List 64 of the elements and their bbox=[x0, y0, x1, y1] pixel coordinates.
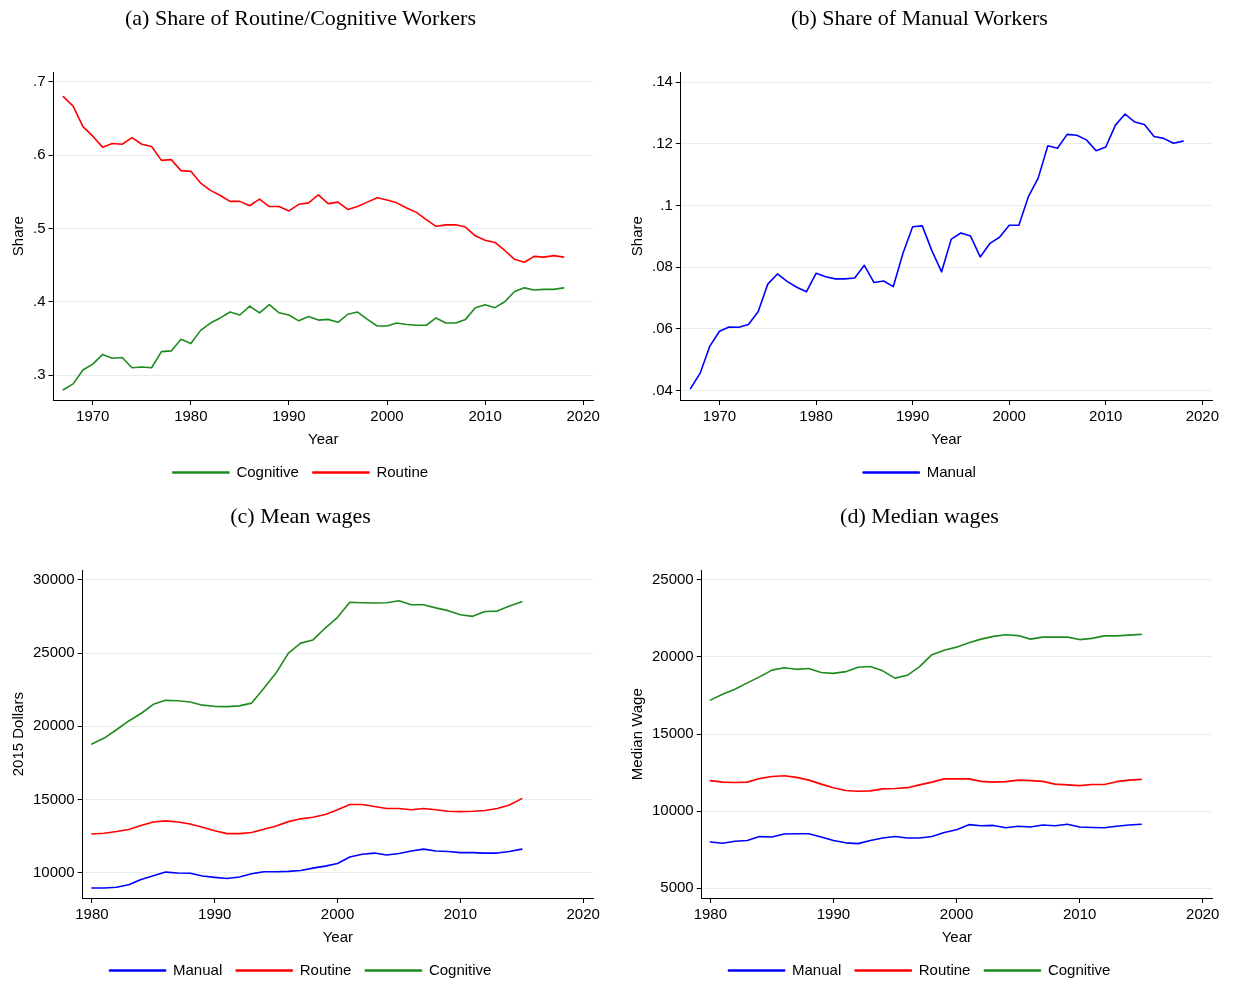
y-tick-label: .3 bbox=[32, 365, 46, 383]
x-axis-title: Year bbox=[308, 430, 339, 448]
legend-label: Routine bbox=[299, 960, 352, 978]
y-tick-label: .7 bbox=[32, 72, 46, 90]
x-tick-label: 2010 bbox=[1089, 407, 1123, 425]
x-tick-label: 1970 bbox=[702, 407, 737, 425]
y-tick-label: .04 bbox=[651, 380, 673, 398]
x-tick-label: 2020 bbox=[1186, 905, 1220, 923]
x-tick-label: 1980 bbox=[75, 905, 109, 923]
chart-title: (c) Mean wages bbox=[230, 502, 371, 528]
y-tick-label: 20000 bbox=[32, 716, 75, 734]
x-tick-label: 2000 bbox=[992, 407, 1026, 425]
y-tick-label: 30000 bbox=[32, 570, 75, 588]
y-tick-label: .06 bbox=[651, 318, 673, 336]
legend-label: Manual bbox=[173, 960, 223, 978]
x-axis-title: Year bbox=[931, 430, 962, 448]
y-tick-label: .4 bbox=[32, 291, 46, 309]
chart-title: (d) Median wages bbox=[840, 502, 999, 528]
legend-label: Cognitive bbox=[1047, 960, 1111, 978]
y-tick-label: .14 bbox=[651, 72, 673, 90]
y-tick-label: 15000 bbox=[651, 724, 694, 742]
y-tick-label: .6 bbox=[32, 145, 46, 163]
legend-label: Cognitive bbox=[236, 462, 299, 480]
chart-title: (a) Share of Routine/Cognitive Workers bbox=[125, 4, 476, 30]
y-axis-title: Share bbox=[9, 216, 27, 257]
y-tick-label: 10000 bbox=[651, 801, 694, 819]
x-tick-label: 2010 bbox=[1062, 905, 1097, 923]
legend-label: Cognitive bbox=[428, 960, 492, 978]
y-tick-label: .1 bbox=[660, 195, 673, 213]
y-axis-title: 2015 Dollars bbox=[9, 692, 27, 777]
x-tick-label: 2020 bbox=[566, 905, 600, 923]
y-tick-label: .5 bbox=[32, 218, 46, 236]
y-tick-label: .12 bbox=[651, 134, 673, 152]
y-axis-title: Median Wage bbox=[628, 688, 646, 781]
x-tick-label: 2020 bbox=[566, 407, 600, 425]
x-tick-label: 2000 bbox=[939, 905, 974, 923]
x-tick-label: 1990 bbox=[272, 407, 306, 425]
x-tick-label: 2000 bbox=[370, 407, 404, 425]
x-tick-label: 1990 bbox=[895, 407, 930, 425]
legend-label: Routine bbox=[376, 462, 429, 480]
x-tick-label: 2000 bbox=[320, 905, 355, 923]
legend-label: Routine bbox=[918, 960, 971, 978]
y-tick-label: 10000 bbox=[32, 862, 75, 880]
x-axis-title: Year bbox=[941, 928, 973, 946]
x-tick-label: 1990 bbox=[198, 905, 232, 923]
chart-title: (b) Share of Manual Workers bbox=[791, 4, 1048, 30]
y-tick-label: 20000 bbox=[651, 647, 694, 665]
x-tick-label: 2020 bbox=[1185, 407, 1220, 425]
x-tick-label: 2010 bbox=[443, 905, 478, 923]
y-tick-label: 25000 bbox=[32, 643, 75, 661]
y-tick-label: .08 bbox=[651, 257, 673, 275]
y-axis-title: Share bbox=[628, 216, 646, 257]
x-tick-label: 2010 bbox=[468, 407, 502, 425]
x-tick-label: 1990 bbox=[816, 905, 851, 923]
x-tick-label: 1970 bbox=[76, 407, 110, 425]
legend-label: Manual bbox=[926, 462, 976, 480]
x-axis-title: Year bbox=[322, 928, 354, 946]
y-tick-label: 25000 bbox=[651, 570, 694, 588]
x-tick-label: 1980 bbox=[799, 407, 833, 425]
y-tick-label: 5000 bbox=[660, 878, 694, 896]
y-tick-label: 15000 bbox=[32, 789, 75, 807]
legend-label: Manual bbox=[792, 960, 842, 978]
x-tick-label: 1980 bbox=[174, 407, 208, 425]
x-tick-label: 1980 bbox=[693, 905, 728, 923]
